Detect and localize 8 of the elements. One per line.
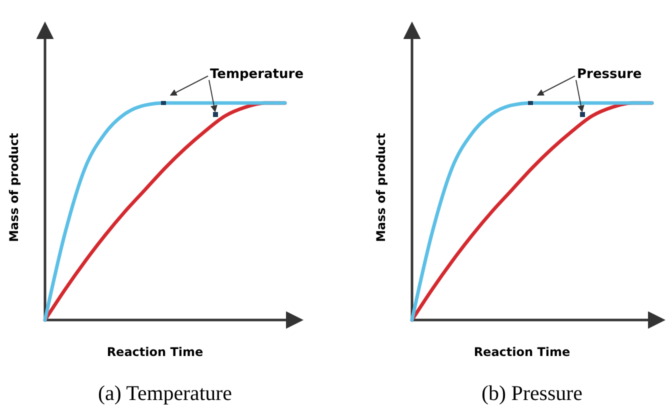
- text: Temperature: [210, 67, 304, 82]
- y-axis-title: Mass of product: [7, 132, 21, 242]
- x-axis-title: Reaction Time: [106, 345, 204, 359]
- text: (a) Temperature: [98, 381, 232, 405]
- y-axis-title: Mass of product: [374, 132, 388, 242]
- text: Pressure: [577, 67, 642, 82]
- x-axis-title: Reaction Time: [474, 345, 570, 359]
- text: (b) Pressure: [482, 381, 582, 405]
